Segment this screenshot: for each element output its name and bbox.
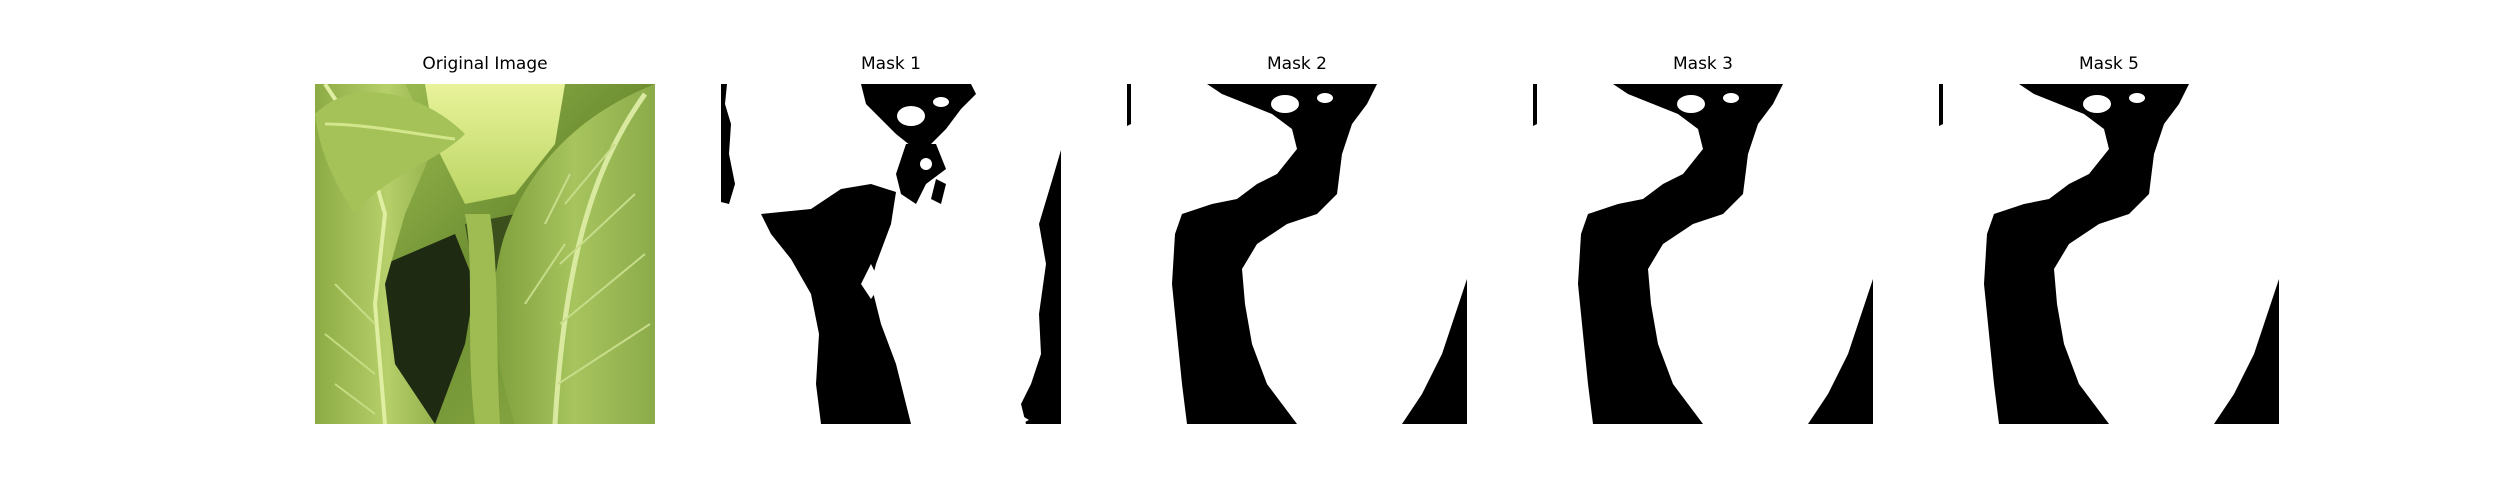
panel-title: Mask 5: [2078, 54, 2139, 74]
mask-image-5: [1939, 84, 2279, 424]
panel-mask-2: Mask 2: [1127, 54, 1467, 428]
mask-image-3: [1533, 84, 1873, 424]
panel-title: Mask 1: [860, 54, 921, 74]
panel-mask-5: Mask 5: [1939, 54, 2279, 428]
original-leaf-photo: [315, 84, 655, 424]
mask-image-1: [721, 84, 1061, 424]
panel-title: Mask 3: [1672, 54, 1733, 74]
panel-original-image: Original Image: [315, 54, 655, 428]
panel-mask-3: Mask 3: [1533, 54, 1873, 428]
panel-title: Mask 2: [1266, 54, 1327, 74]
mask-image-2: [1127, 84, 1467, 424]
panel-mask-1: Mask 1: [721, 54, 1061, 428]
panel-title: Original Image: [422, 54, 548, 74]
